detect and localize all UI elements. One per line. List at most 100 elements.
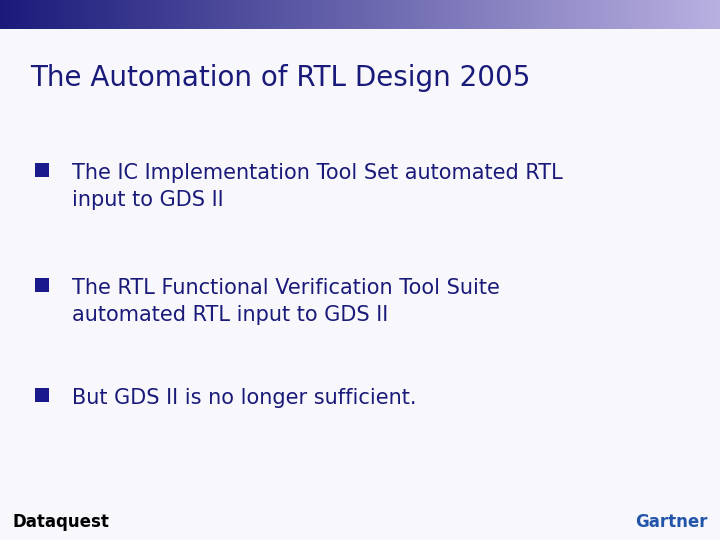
Bar — [115, 0, 118, 29]
Bar — [122, 0, 125, 29]
Bar — [202, 0, 204, 29]
Bar — [65, 0, 68, 29]
Bar — [470, 0, 473, 29]
Bar — [718, 0, 720, 29]
Bar — [245, 0, 248, 29]
Bar — [283, 0, 286, 29]
Bar — [173, 0, 176, 29]
Bar — [413, 0, 415, 29]
Bar — [310, 0, 312, 29]
Bar — [466, 0, 469, 29]
Bar — [156, 0, 159, 29]
Bar — [146, 0, 149, 29]
Bar — [35, 163, 49, 177]
Bar — [279, 0, 282, 29]
Bar — [533, 0, 536, 29]
Bar — [403, 0, 406, 29]
Bar — [48, 0, 51, 29]
Bar — [430, 0, 433, 29]
Bar — [346, 0, 348, 29]
Bar — [295, 0, 298, 29]
Bar — [110, 0, 113, 29]
Bar — [396, 0, 399, 29]
Bar — [286, 0, 289, 29]
Bar — [461, 0, 464, 29]
Bar — [444, 0, 447, 29]
Bar — [149, 0, 152, 29]
Bar — [233, 0, 235, 29]
Bar — [14, 0, 17, 29]
Bar — [312, 0, 315, 29]
Bar — [247, 0, 250, 29]
Bar — [526, 0, 528, 29]
Bar — [322, 0, 325, 29]
Bar — [250, 0, 253, 29]
Bar — [29, 0, 32, 29]
Bar — [259, 0, 262, 29]
Bar — [120, 0, 123, 29]
Bar — [607, 0, 610, 29]
Bar — [585, 0, 588, 29]
Bar — [624, 0, 627, 29]
Bar — [171, 0, 174, 29]
Bar — [271, 0, 274, 29]
Bar — [382, 0, 384, 29]
Bar — [495, 0, 498, 29]
Bar — [74, 0, 77, 29]
Bar — [643, 0, 646, 29]
Bar — [427, 0, 430, 29]
Bar — [691, 0, 694, 29]
Bar — [135, 0, 138, 29]
Bar — [27, 0, 30, 29]
Bar — [576, 0, 579, 29]
Bar — [36, 0, 39, 29]
Bar — [617, 0, 620, 29]
Bar — [655, 0, 658, 29]
Bar — [130, 0, 132, 29]
Bar — [405, 0, 408, 29]
Bar — [207, 0, 210, 29]
Bar — [317, 0, 320, 29]
Bar — [482, 0, 485, 29]
Bar — [264, 0, 267, 29]
Bar — [391, 0, 394, 29]
Bar — [192, 0, 195, 29]
Bar — [629, 0, 631, 29]
Text: The Automation of RTL Design 2005: The Automation of RTL Design 2005 — [30, 64, 531, 92]
Bar — [434, 0, 437, 29]
Bar — [185, 0, 188, 29]
Bar — [276, 0, 279, 29]
Bar — [394, 0, 397, 29]
Bar — [583, 0, 586, 29]
Bar — [451, 0, 454, 29]
Bar — [377, 0, 379, 29]
Bar — [535, 0, 538, 29]
Bar — [545, 0, 548, 29]
Bar — [257, 0, 260, 29]
Text: Dataquest: Dataquest — [12, 513, 109, 531]
Bar — [518, 0, 521, 29]
Bar — [603, 0, 606, 29]
Bar — [360, 0, 363, 29]
Bar — [636, 0, 639, 29]
Bar — [657, 0, 660, 29]
Bar — [252, 0, 255, 29]
Bar — [153, 0, 156, 29]
Bar — [693, 0, 696, 29]
Bar — [528, 0, 531, 29]
Bar — [670, 0, 672, 29]
Bar — [5, 0, 8, 29]
Bar — [490, 0, 492, 29]
Bar — [91, 0, 94, 29]
Bar — [101, 0, 104, 29]
Bar — [89, 0, 91, 29]
Bar — [197, 0, 199, 29]
Bar — [708, 0, 711, 29]
Bar — [504, 0, 507, 29]
Bar — [144, 0, 147, 29]
Bar — [590, 0, 593, 29]
Bar — [228, 0, 231, 29]
Bar — [137, 0, 140, 29]
Bar — [437, 0, 440, 29]
Bar — [398, 0, 401, 29]
